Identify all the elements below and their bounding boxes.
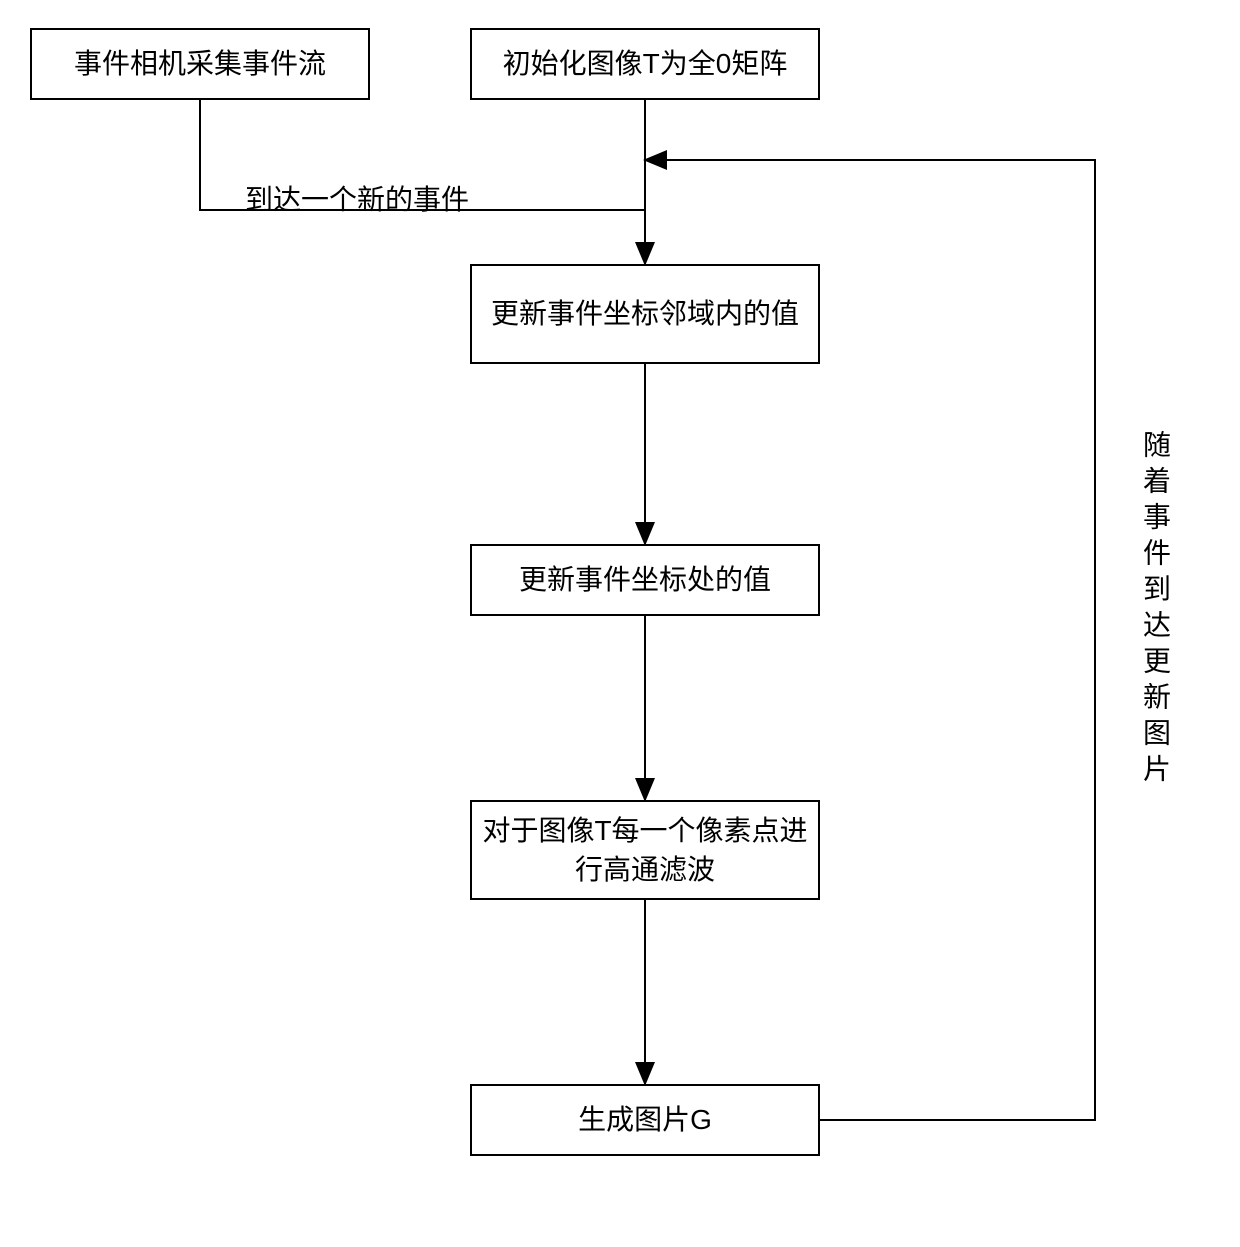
- node-event-camera: 事件相机采集事件流: [30, 28, 370, 100]
- flowchart-edges: [0, 0, 1240, 1247]
- flowchart-canvas: 事件相机采集事件流 初始化图像T为全0矩阵 更新事件坐标邻域内的值 更新事件坐标…: [0, 0, 1240, 1247]
- node-update-neighbors: 更新事件坐标邻域内的值: [470, 264, 820, 364]
- node-init-image: 初始化图像T为全0矩阵: [470, 28, 820, 100]
- node-generate-image: 生成图片G: [470, 1084, 820, 1156]
- node-update-coord: 更新事件坐标处的值: [470, 544, 820, 616]
- node-highpass-filter: 对于图像T每一个像素点进行高通滤波: [470, 800, 820, 900]
- edge-label-feedback: 随着事件到达更新图片: [1135, 430, 1175, 790]
- edge-label-new-event: 到达一个新的事件: [245, 178, 469, 218]
